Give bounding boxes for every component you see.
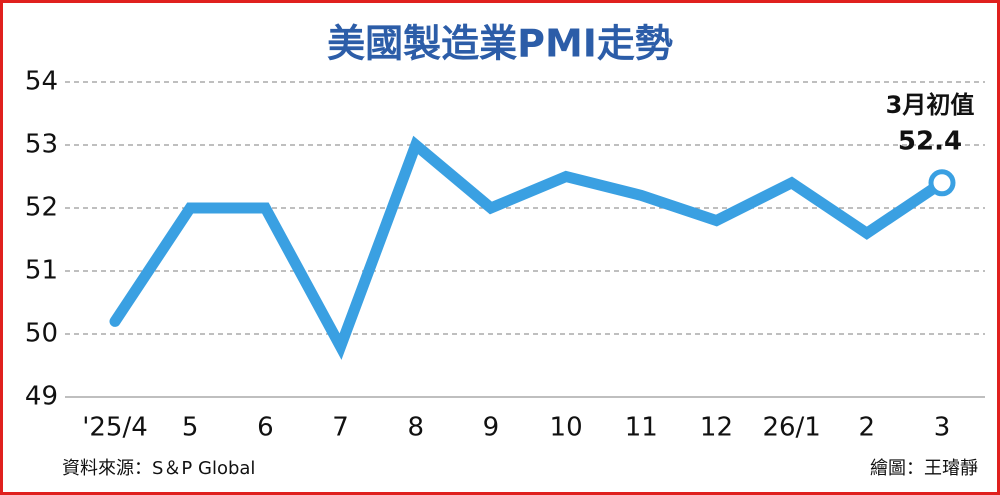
chart-title: 美國製造業PMI走勢 xyxy=(327,22,673,66)
x-tick-label: 12 xyxy=(700,413,733,443)
annotation: 3月初值 xyxy=(886,91,975,119)
value-label: 52.4 xyxy=(898,127,962,157)
x-tick-label: 11 xyxy=(625,413,658,443)
y-tick-label: 53 xyxy=(25,130,58,160)
data-line xyxy=(109,135,948,360)
x-tick-label: 6 xyxy=(257,413,274,443)
source: 資料來源：S＆P Global xyxy=(62,458,255,479)
x-tick-label: '25/4 xyxy=(82,413,148,443)
y-tick-label: 51 xyxy=(25,256,58,286)
x-tick-label: 26/1 xyxy=(762,413,820,443)
y-tick-label: 50 xyxy=(25,319,58,349)
last-point xyxy=(928,169,956,197)
x-tick-label: 8 xyxy=(407,413,424,443)
x-tick-label: 5 xyxy=(182,413,199,443)
y-tick-label: 49 xyxy=(25,382,58,412)
x-tick-label: 9 xyxy=(483,413,500,443)
x-tick-label: 7 xyxy=(332,413,349,443)
y-tick-label: 52 xyxy=(25,193,58,223)
x-tick-label: 10 xyxy=(550,413,583,443)
x-tick-label: 2 xyxy=(859,413,876,443)
y-tick-label: 54 xyxy=(25,67,58,97)
x-tick-label: 3 xyxy=(934,413,951,443)
credit: 繪圖：王璿靜 xyxy=(870,458,978,479)
